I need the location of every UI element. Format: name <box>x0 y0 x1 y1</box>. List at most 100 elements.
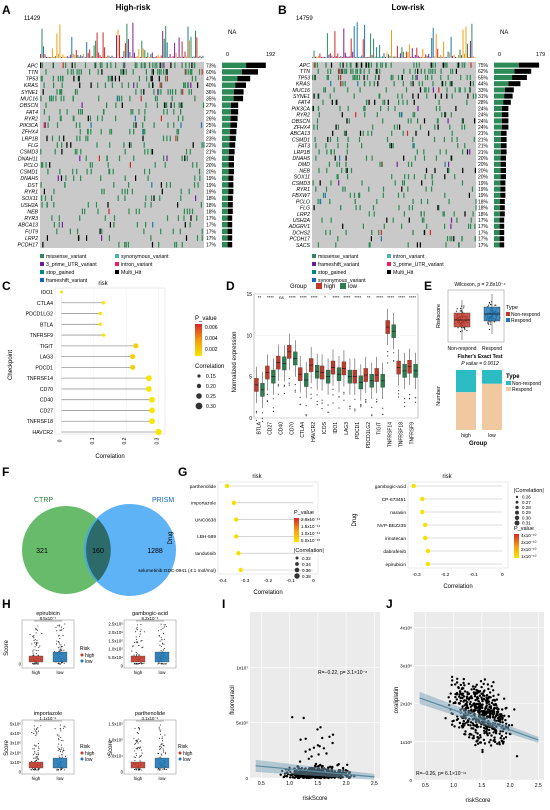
lollipop-dot <box>149 418 155 425</box>
x-tick: 0.5 <box>422 783 429 789</box>
x-tick: high <box>32 670 41 675</box>
tmb-bar <box>84 57 86 58</box>
mutation-cell <box>97 208 99 215</box>
mutation-cell <box>468 223 470 229</box>
data-point <box>495 710 499 714</box>
data-point <box>136 769 138 771</box>
mutation-cell <box>435 155 437 161</box>
legend-corr-dot <box>514 520 520 526</box>
mutation-cell <box>376 62 378 68</box>
mutation-cell <box>409 68 411 74</box>
data-point <box>60 648 62 650</box>
data-point <box>139 654 141 656</box>
legend-corr-value: 0.32 <box>302 556 311 561</box>
data-point <box>500 734 503 738</box>
data-point <box>33 728 35 730</box>
mutation-cell <box>462 118 464 124</box>
mutation-cell <box>401 74 403 81</box>
mutation-cell <box>471 186 474 192</box>
mutation-cell <box>169 135 171 142</box>
mutation-cell <box>455 68 457 74</box>
percent-label: 18% <box>206 196 217 202</box>
data-point <box>36 732 38 734</box>
tmb-bar <box>422 48 424 58</box>
mutation-cell <box>107 162 109 168</box>
mutation-cell <box>144 115 146 122</box>
mutation-cell <box>79 128 81 135</box>
mutation-cell <box>175 89 177 95</box>
data-point <box>35 745 37 747</box>
data-point <box>460 308 462 310</box>
mutation-cell <box>475 198 477 205</box>
mutation-cell <box>87 202 89 208</box>
mutation-cell <box>327 68 329 74</box>
mutation-cell <box>423 211 425 217</box>
data-point <box>163 638 165 640</box>
tmb-bar <box>83 54 85 58</box>
data-point <box>54 728 56 730</box>
outlier <box>360 404 362 406</box>
data-point <box>490 685 493 688</box>
gene-bar <box>494 118 502 124</box>
data-point <box>285 775 289 778</box>
y-tick: 4x10⁶ <box>10 731 21 736</box>
gene-bar <box>222 168 229 175</box>
data-point <box>317 753 320 756</box>
tmb-bar <box>338 57 340 58</box>
mutation-cell <box>402 99 404 105</box>
tmb-bar <box>388 54 389 58</box>
mutation-cell <box>53 221 55 228</box>
gene-bar <box>222 242 228 248</box>
gene-bar <box>222 115 231 122</box>
gene-label: NEB <box>27 210 38 216</box>
mutation-cell <box>386 217 388 223</box>
data-point <box>32 748 34 750</box>
mutation-cell <box>40 182 42 188</box>
data-point <box>138 747 141 749</box>
outlier <box>404 405 406 408</box>
data-point <box>35 632 37 634</box>
x-tick: TNFRSF14 <box>388 422 394 448</box>
mutation-cell <box>439 149 441 155</box>
gene-bar <box>508 81 521 87</box>
data-point <box>36 753 38 755</box>
tmb-bar <box>169 54 171 58</box>
data-point <box>302 716 305 720</box>
y-axis-title: Number <box>436 386 442 406</box>
gene-label: KRAS <box>24 83 39 89</box>
data-point <box>33 757 35 759</box>
mutation-cell <box>339 155 341 161</box>
tmb-bar <box>393 56 395 58</box>
mutation-cell <box>185 62 187 69</box>
mutation-cell <box>352 68 354 74</box>
gene-bar <box>228 162 234 168</box>
data-point <box>488 703 491 706</box>
mutation-cell <box>163 155 165 162</box>
data-point <box>483 678 487 681</box>
legend-p-title: P_value <box>514 526 534 532</box>
mutation-cell <box>166 215 169 221</box>
gene-bar <box>494 223 500 229</box>
mutation-cell <box>42 241 44 248</box>
gene-bar <box>499 236 505 242</box>
tmb-bar <box>98 52 100 58</box>
outlier <box>255 410 258 412</box>
outlier <box>305 415 307 417</box>
mutation-cell <box>124 188 126 195</box>
mutation-cell <box>147 175 149 181</box>
percent-label: 21% <box>206 150 217 156</box>
mutation-cell <box>382 186 385 192</box>
mutation-cell <box>116 95 118 102</box>
x-tick: low <box>159 670 167 675</box>
drug-label: tandutinib <box>195 551 216 557</box>
lollipop-dot <box>145 375 152 382</box>
mutation-cell <box>347 105 349 112</box>
mutation-cell <box>359 130 362 136</box>
data-point <box>461 725 465 729</box>
gene-bar <box>494 199 500 204</box>
mutation-cell <box>407 242 409 248</box>
data-point <box>321 764 324 768</box>
data-point <box>475 724 478 728</box>
data-point <box>142 662 144 665</box>
mutation-cell <box>412 74 414 81</box>
